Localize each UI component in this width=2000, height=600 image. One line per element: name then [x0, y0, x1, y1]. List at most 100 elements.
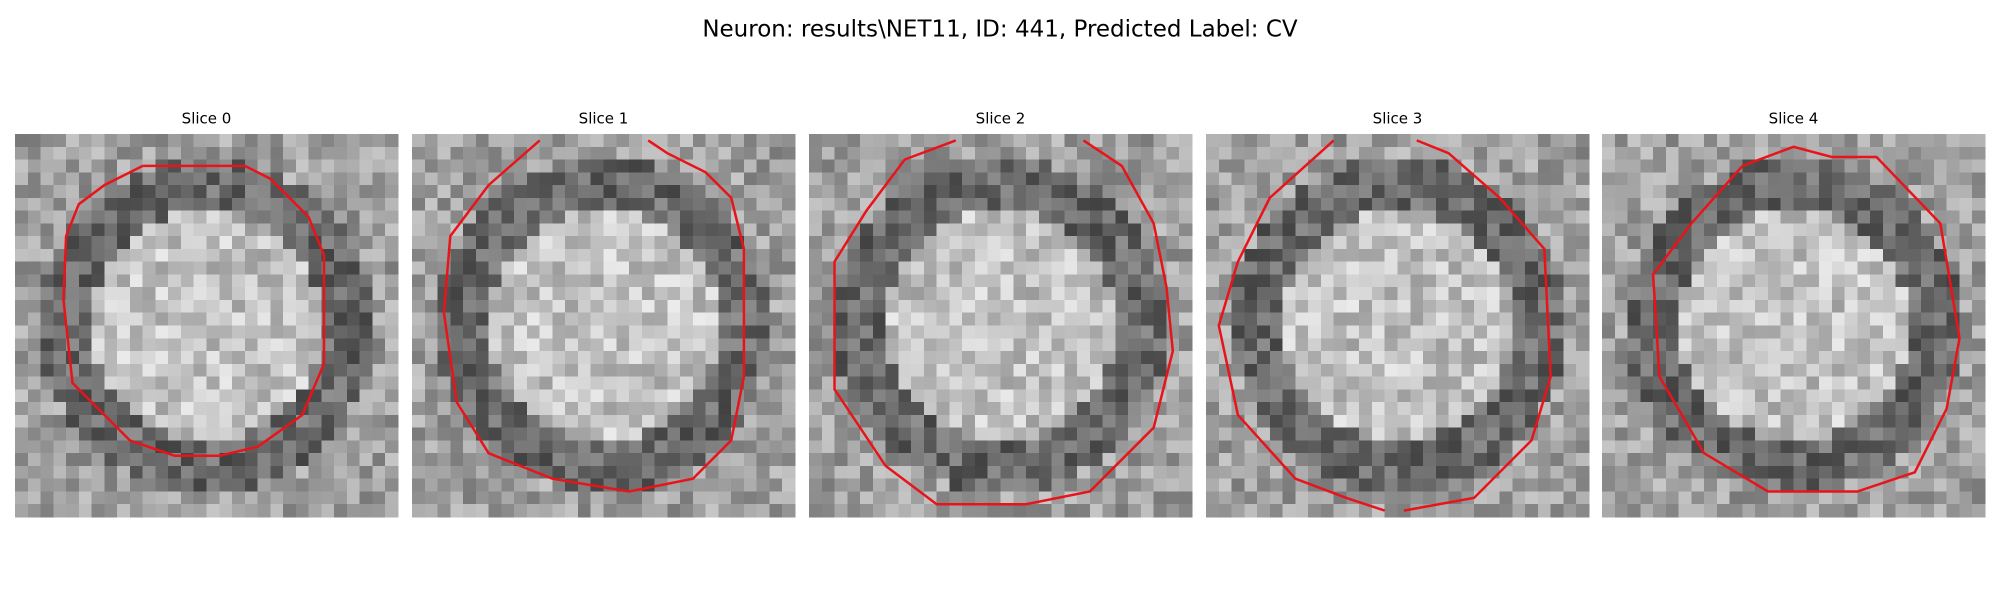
pixel	[501, 376, 515, 390]
pixel	[1359, 185, 1373, 199]
pixel	[385, 478, 399, 493]
pixel	[1512, 134, 1526, 148]
pixel	[424, 236, 439, 250]
pixel	[680, 172, 694, 186]
pixel	[1959, 504, 1973, 518]
pixel	[680, 185, 694, 199]
pixel	[1844, 248, 1858, 263]
pixel	[1359, 491, 1373, 505]
pixel	[1882, 351, 1897, 365]
pixel	[1844, 414, 1858, 429]
pixel	[1295, 363, 1309, 378]
pixel	[769, 465, 783, 480]
pixel	[1384, 491, 1399, 505]
pixel	[1512, 325, 1526, 339]
pixel	[1128, 389, 1142, 403]
pixel	[821, 134, 836, 148]
pixel	[923, 236, 938, 250]
pixel	[654, 504, 668, 518]
pixel	[692, 338, 707, 352]
pixel	[1179, 427, 1193, 441]
pixel	[1333, 465, 1348, 480]
pixel	[514, 210, 528, 224]
pixel	[334, 363, 348, 378]
pixel	[911, 287, 925, 301]
pixel	[1102, 389, 1116, 403]
pixel	[1972, 146, 1986, 161]
pixel	[552, 223, 566, 237]
pixel	[219, 134, 233, 148]
pixel	[1474, 389, 1488, 403]
pixel	[385, 504, 399, 518]
pixel	[821, 376, 836, 390]
pixel	[1882, 159, 1897, 173]
pixel	[1435, 440, 1450, 454]
pixel	[1308, 440, 1322, 454]
pixel	[1882, 185, 1897, 199]
pixel	[66, 236, 80, 250]
pixel	[1474, 146, 1488, 161]
pixel	[129, 210, 144, 224]
pixel	[1295, 440, 1309, 454]
pixel	[1308, 261, 1322, 276]
pixel	[424, 299, 439, 314]
pixel	[129, 363, 144, 378]
pixel	[1563, 478, 1577, 493]
pixel	[257, 248, 271, 263]
pixel	[1678, 325, 1692, 339]
pixel	[1767, 325, 1782, 339]
pixel	[936, 185, 951, 199]
pixel	[232, 402, 246, 416]
pixel	[1231, 236, 1245, 250]
pixel	[244, 299, 259, 314]
pixel	[1921, 504, 1935, 518]
pixel	[1333, 248, 1348, 263]
pixel	[860, 402, 874, 416]
pixel	[1140, 491, 1155, 505]
pixel	[450, 248, 464, 263]
pixel	[1102, 185, 1116, 199]
pixel	[1691, 223, 1705, 237]
pixel	[552, 376, 566, 390]
pixel	[219, 312, 233, 327]
pixel	[1448, 478, 1462, 493]
pixel	[1102, 172, 1116, 186]
pixel	[1423, 236, 1437, 250]
pixel	[1716, 312, 1731, 327]
pixel	[168, 134, 182, 148]
pixel	[270, 440, 284, 454]
pixel	[1308, 159, 1322, 173]
pixel	[1831, 185, 1846, 199]
pixel	[308, 325, 322, 339]
pixel	[1244, 134, 1258, 148]
pixel	[1435, 274, 1450, 288]
pixel	[1627, 312, 1641, 327]
pixel	[270, 248, 284, 263]
pixel	[1333, 236, 1348, 250]
pixel	[1051, 478, 1065, 493]
pixel	[936, 478, 951, 493]
pixel	[1077, 465, 1091, 480]
pixel	[769, 134, 783, 148]
pixel	[1602, 287, 1616, 301]
pixel	[1333, 287, 1348, 301]
pixel	[219, 491, 233, 505]
pixel	[667, 402, 681, 416]
pixel	[1359, 146, 1373, 161]
pixel	[1602, 427, 1616, 441]
pixel	[539, 223, 554, 237]
pixel	[1857, 185, 1871, 199]
pixel	[936, 389, 951, 403]
pixel	[1844, 427, 1858, 441]
pixel	[1640, 261, 1654, 276]
pixel	[1908, 491, 1922, 505]
pixel	[53, 351, 67, 365]
pixel	[129, 287, 144, 301]
pixel	[769, 427, 783, 441]
pixel	[552, 440, 566, 454]
pixel	[1729, 376, 1744, 390]
pixel	[616, 274, 630, 288]
pixel	[1371, 465, 1386, 480]
pixel	[1206, 504, 1220, 518]
pixel	[15, 414, 29, 429]
